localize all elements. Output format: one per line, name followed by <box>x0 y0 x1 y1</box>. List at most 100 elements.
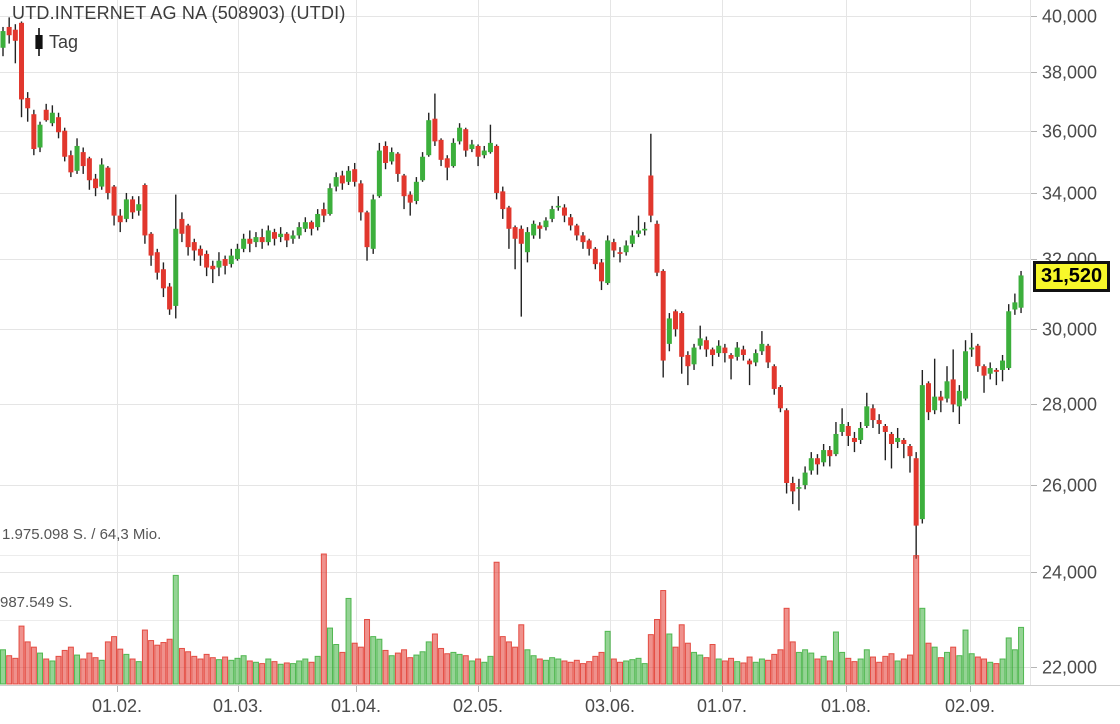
volume-bar[interactable] <box>610 658 617 685</box>
volume-bar[interactable] <box>74 654 81 685</box>
candle-body[interactable] <box>851 437 857 442</box>
candle-body[interactable] <box>302 222 308 229</box>
volume-bar[interactable] <box>277 663 284 685</box>
candle-body[interactable] <box>549 209 555 219</box>
volume-bar[interactable] <box>1018 626 1025 685</box>
volume-bar[interactable] <box>752 661 759 685</box>
volume-bar[interactable] <box>222 656 229 685</box>
volume-bar[interactable] <box>981 658 988 685</box>
candle-body[interactable] <box>623 245 629 253</box>
volume-bar[interactable] <box>438 647 445 685</box>
candle-body[interactable] <box>592 248 598 265</box>
volume-bar[interactable] <box>728 657 735 685</box>
volume-bar[interactable] <box>154 644 161 685</box>
candle-body[interactable] <box>191 242 197 251</box>
volume-bar[interactable] <box>512 646 519 685</box>
volume-bar[interactable] <box>185 651 192 685</box>
candle-body[interactable] <box>691 347 697 365</box>
volume-bar[interactable] <box>641 663 648 685</box>
candle-body[interactable] <box>802 472 808 486</box>
candle-body[interactable] <box>413 181 419 202</box>
candle-body[interactable] <box>290 235 296 239</box>
candle-body[interactable] <box>352 169 358 182</box>
candle-body[interactable] <box>259 237 265 243</box>
volume-bar[interactable] <box>333 644 340 685</box>
volume-bar[interactable] <box>647 634 654 685</box>
volume-bar[interactable] <box>129 658 136 685</box>
candle-body[interactable] <box>666 318 672 344</box>
volume-bar[interactable] <box>49 660 56 685</box>
volume-bar[interactable] <box>802 649 809 685</box>
volume-bar[interactable] <box>709 644 716 685</box>
volume-bar[interactable] <box>586 661 593 685</box>
candle-body[interactable] <box>1012 302 1018 310</box>
candle-body[interactable] <box>407 194 413 203</box>
volume-bar[interactable] <box>635 657 642 685</box>
volume-bar[interactable] <box>240 655 247 685</box>
candle-body[interactable] <box>907 446 913 457</box>
volume-bar[interactable] <box>289 663 296 685</box>
candle-body[interactable] <box>432 118 438 142</box>
candle-body[interactable] <box>790 482 796 492</box>
candle-body[interactable] <box>284 233 290 241</box>
candle-body[interactable] <box>99 164 105 187</box>
candle-body[interactable] <box>765 345 771 363</box>
candle-body[interactable] <box>919 385 925 520</box>
candle-body[interactable] <box>537 225 543 229</box>
volume-bar[interactable] <box>777 649 784 685</box>
volume-bar[interactable] <box>845 657 852 685</box>
volume-bar[interactable] <box>746 656 753 685</box>
volume-bar[interactable] <box>468 660 475 685</box>
volume-bar[interactable] <box>431 633 438 685</box>
candle-body[interactable] <box>278 233 284 238</box>
candle-body[interactable] <box>586 240 592 249</box>
volume-bar[interactable] <box>450 651 457 685</box>
volume-bar[interactable] <box>968 653 975 685</box>
volume-bar[interactable] <box>215 659 222 685</box>
volume-bar[interactable] <box>617 661 623 685</box>
volume-bar[interactable] <box>209 657 216 685</box>
candle-body[interactable] <box>438 139 444 160</box>
candle-body[interactable] <box>777 387 783 409</box>
candle-body[interactable] <box>444 158 450 168</box>
candle-body[interactable] <box>160 269 166 289</box>
volume-bar[interactable] <box>37 652 44 685</box>
volume-bar[interactable] <box>12 657 19 685</box>
volume-bar[interactable] <box>654 618 661 685</box>
volume-bar[interactable] <box>715 658 722 685</box>
candle-body[interactable] <box>487 142 493 153</box>
candle-body[interactable] <box>86 158 92 181</box>
candle-body[interactable] <box>654 223 660 273</box>
volume-bar[interactable] <box>604 630 611 685</box>
volume-bar[interactable] <box>191 655 198 685</box>
candle-body[interactable] <box>93 178 99 189</box>
volume-bar[interactable] <box>370 636 377 685</box>
volume-bar[interactable] <box>172 574 179 685</box>
candle-body[interactable] <box>611 242 617 251</box>
candle-body[interactable] <box>148 233 154 256</box>
volume-bar[interactable] <box>413 654 420 685</box>
volume-bar[interactable] <box>43 658 50 685</box>
volume-bar[interactable] <box>67 646 74 685</box>
candle-body[interactable] <box>370 199 376 249</box>
candle-body[interactable] <box>944 381 950 399</box>
candle-body[interactable] <box>25 97 31 109</box>
volume-bar[interactable] <box>357 646 364 685</box>
volume-bar[interactable] <box>499 636 506 685</box>
candle-body[interactable] <box>901 439 907 444</box>
candle-body[interactable] <box>703 340 709 350</box>
candle-body[interactable] <box>913 458 919 526</box>
candle-body[interactable] <box>68 155 74 173</box>
volume-bar[interactable] <box>394 652 401 685</box>
volume-bar[interactable] <box>672 646 679 685</box>
candle-body[interactable] <box>605 240 611 284</box>
volume-bar[interactable] <box>536 658 543 685</box>
candle-body[interactable] <box>543 220 549 228</box>
candle-body[interactable] <box>771 366 777 389</box>
candle-body[interactable] <box>932 396 938 411</box>
volume-bar[interactable] <box>925 642 932 685</box>
candle-body[interactable] <box>882 425 888 432</box>
volume-bar[interactable] <box>956 655 963 685</box>
volume-bar[interactable] <box>919 607 926 685</box>
